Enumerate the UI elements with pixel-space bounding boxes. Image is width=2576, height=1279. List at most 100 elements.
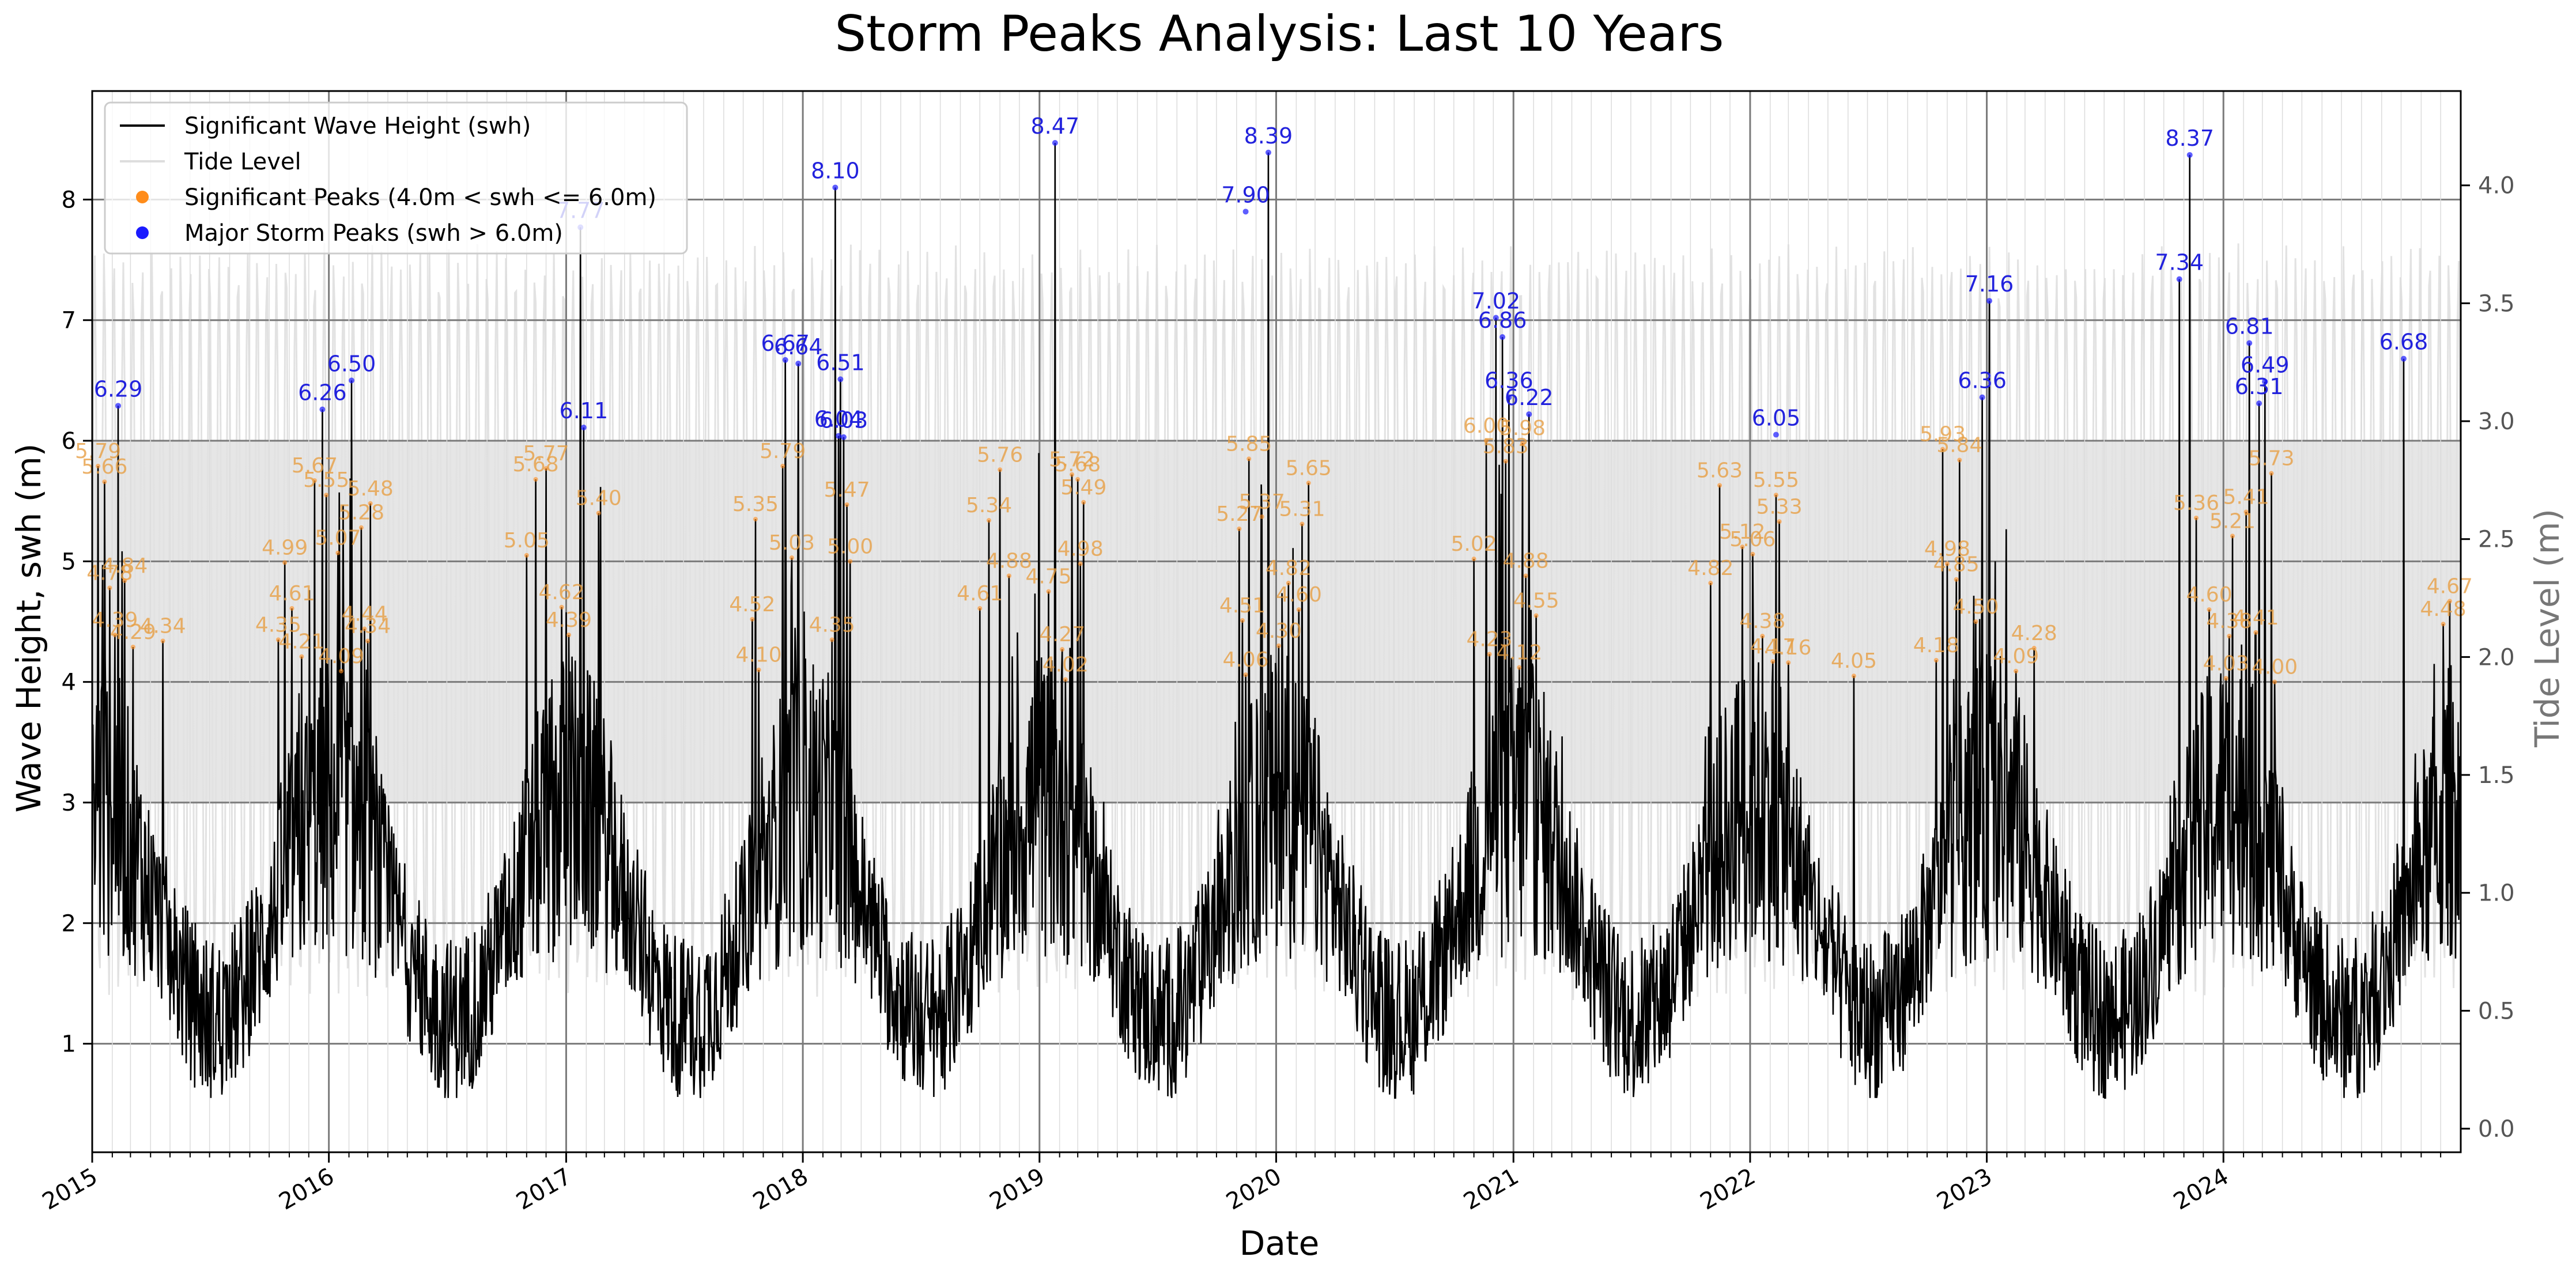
significant-peak-point: [750, 616, 755, 622]
significant-peak-point: [1247, 456, 1252, 461]
significant-peak-point: [596, 510, 601, 516]
significant-peak-label: 4.61: [957, 582, 1003, 606]
major-peak-point: [580, 424, 587, 430]
major-peak-label: 6.51: [816, 350, 865, 375]
major-peak-label: 6.31: [2235, 374, 2284, 399]
significant-peak-label: 5.48: [348, 477, 394, 501]
y-tick-label-right: 2.5: [2478, 527, 2515, 553]
y-tick-label-left: 2: [62, 910, 76, 937]
significant-peak-label: 5.65: [1286, 456, 1332, 480]
major-peak-point: [2186, 152, 2193, 158]
significant-peak-label: 5.07: [315, 527, 361, 550]
y-tick-label-left: 8: [62, 187, 76, 213]
significant-peak-label: 5.05: [504, 529, 550, 553]
significant-peak-point: [829, 637, 834, 642]
significant-peak-label: 4.35: [809, 613, 855, 637]
significant-peak-point: [1740, 544, 1745, 550]
major-peak-point: [840, 434, 847, 440]
significant-peak-point: [1957, 457, 1962, 463]
major-peak-point: [795, 361, 802, 367]
significant-peak-point: [559, 604, 564, 610]
legend-entry-label: Major Storm Peaks (swh > 6.0m): [184, 220, 563, 247]
major-peak-label: 6.64: [774, 334, 823, 360]
y-axis-label-right: Tide Level (m): [2528, 509, 2567, 748]
significant-peak-label: 5.79: [75, 440, 121, 463]
significant-peak-label: 5.21: [2209, 509, 2256, 533]
significant-peak-label: 4.82: [1687, 557, 1733, 580]
y-tick-label-left: 1: [62, 1031, 76, 1058]
significant-peak-label: 4.09: [318, 645, 364, 668]
significant-peak-label: 4.38: [2206, 610, 2252, 633]
significant-peak-point: [2207, 607, 2212, 612]
significant-peak-label: 5.93: [1920, 423, 1966, 446]
major-peak-point: [2176, 276, 2182, 282]
major-peak-label: 6.86: [1478, 308, 1527, 333]
significant-peak-label: 4.17: [1750, 635, 1796, 659]
major-peak-label: 7.34: [2155, 250, 2204, 275]
major-peak-point: [1773, 432, 1779, 438]
significant-peak-point: [1973, 619, 1978, 624]
significant-peak-label: 4.34: [345, 614, 391, 638]
significant-peak-label: 4.98: [1057, 538, 1104, 561]
significant-peak-label: 5.00: [827, 535, 873, 558]
significant-peak-label: 4.60: [2186, 583, 2232, 607]
significant-peak-label: 5.47: [824, 478, 870, 502]
significant-peak-label: 5.40: [576, 487, 622, 510]
significant-peak-label: 4.51: [1219, 594, 1266, 618]
major-peak-point: [1493, 315, 1499, 321]
significant-peak-point: [2031, 646, 2037, 651]
major-peak-label: 7.02: [1472, 289, 1521, 314]
significant-peak-label: 4.03: [2203, 652, 2249, 675]
significant-peak-label: 5.67: [292, 454, 338, 478]
significant-peak-label: 4.35: [255, 613, 301, 637]
significant-peak-label: 4.16: [1765, 636, 1811, 660]
y-tick-label-left: 3: [62, 790, 76, 816]
y-tick-label-right: 4.0: [2478, 173, 2515, 199]
significant-peak-label: 4.00: [2252, 656, 2298, 679]
significant-peak-label: 4.21: [278, 630, 324, 654]
major-peak-label: 6.04: [814, 407, 863, 432]
significant-peak-label: 5.35: [732, 493, 779, 516]
significant-peak-point: [1933, 657, 1939, 663]
significant-peak-point: [102, 479, 107, 485]
significant-peak-point: [2014, 668, 2019, 673]
significant-peak-point: [2193, 515, 2199, 520]
significant-peak-point: [275, 637, 281, 642]
major-peak-point: [1986, 298, 1993, 304]
significant-peak-point: [1517, 665, 1522, 670]
significant-peak-label: 4.84: [101, 554, 148, 578]
peak-annotations: 5.795.664.784.844.394.294.34 4.354.994.61…: [75, 113, 2473, 684]
y-tick-label-right: 2.0: [2478, 644, 2515, 671]
significant-peak-label: 4.60: [1276, 583, 1322, 607]
significant-peak-label: 5.28: [338, 501, 384, 525]
significant-peak-point: [107, 585, 112, 591]
significant-peak-point: [1770, 659, 1776, 664]
significant-peak-label: 4.50: [1952, 595, 1999, 619]
significant-peak-label: 4.75: [1025, 565, 1071, 589]
significant-peak-point: [2227, 634, 2232, 639]
significant-peak-point: [1708, 581, 1713, 586]
grid: [91, 91, 2461, 1152]
significant-peak-label: 4.02: [1043, 653, 1089, 676]
significant-peak-label: 4.41: [2233, 606, 2279, 630]
major-peak-point: [832, 184, 838, 191]
significant-peak-point: [2253, 630, 2258, 635]
significant-peak-label: 5.12: [1719, 520, 1765, 544]
significant-peak-label: 4.82: [1266, 557, 1312, 580]
significant-peak-point: [1750, 551, 1755, 557]
significant-peak-label: 5.02: [1451, 532, 1497, 556]
y-tick-label-right: 0.5: [2478, 998, 2515, 1024]
significant-peak-point: [1240, 618, 1245, 623]
major-peak-point: [782, 357, 788, 363]
significant-peak-point: [2272, 679, 2277, 684]
significant-peak-label: 5.63: [1697, 459, 1743, 482]
major-peak-label: 8.10: [811, 158, 860, 183]
major-peak-label: 6.22: [1505, 385, 1554, 410]
significant-peak-point: [289, 606, 294, 611]
significant-peak-label: 6.00: [1463, 414, 1509, 438]
legend-dot-swatch: [136, 191, 149, 203]
significant-peak-label: 5.27: [1216, 502, 1262, 526]
y-axis-label-left: Wave Height, swh (m): [9, 444, 48, 813]
significant-peak-point: [2447, 599, 2452, 604]
